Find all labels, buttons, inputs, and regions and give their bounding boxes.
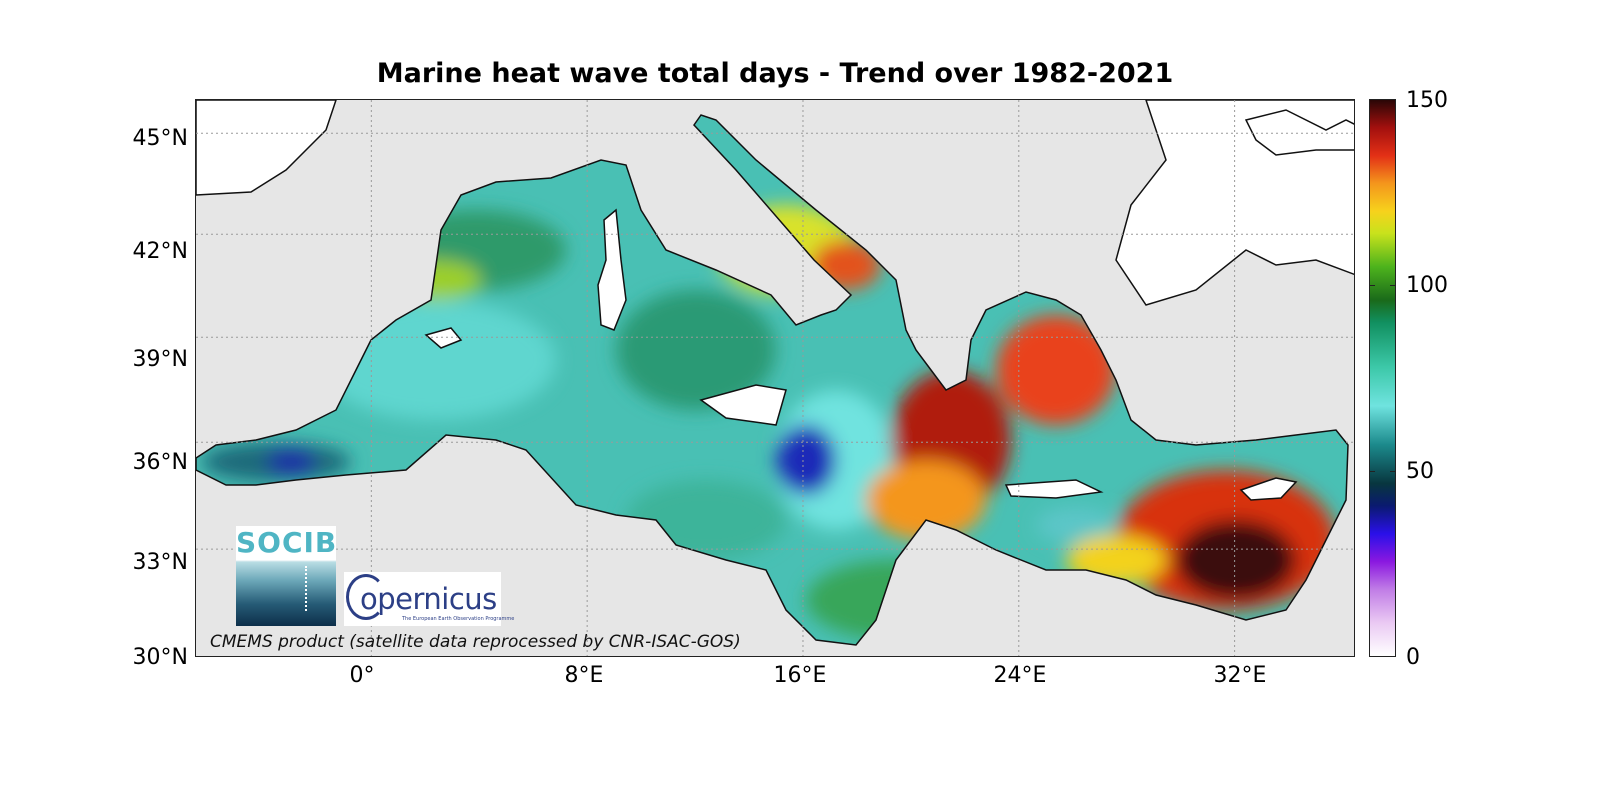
lon-tick-32e: 32°E [1213,663,1267,688]
map-panel [195,99,1355,657]
lon-tick-24e: 24°E [993,663,1047,688]
copernicus-logo-text: opernicus [360,582,497,616]
island-crete [1004,479,1104,499]
land-crimea [1244,109,1354,156]
sea-patch-ionian-core [776,425,836,495]
lat-tick-36: 36°N [132,450,188,475]
lat-tick-39: 39°N [132,347,188,372]
lat-tick-42: 42°N [132,239,188,264]
socib-logo-text: SOCIB [236,526,338,559]
socib-logo-dots [305,566,309,611]
colorbar-tick-150: 150 [1406,88,1448,113]
copernicus-logo-subtitle: The European Earth Observation Programme [402,616,515,622]
sea-patch-levantine-core [1176,520,1296,600]
lon-tick-16e: 16°E [773,663,827,688]
sea-patch-ionian-east-orange [866,460,986,540]
colorbar [1369,99,1396,657]
sea-patch-alboran-core [266,450,316,474]
sea-patch-crete-south [1036,507,1116,543]
island-corsica-sardinia [597,208,627,331]
lat-tick-33: 33°N [132,550,188,575]
map-title: Marine heat wave total days - Trend over… [376,58,1174,89]
sea-patch-balearic [316,300,556,420]
copernicus-logo: opernicus The European Earth Observation… [344,572,514,626]
island-mallorca [424,327,463,349]
socib-logo: SOCIB [236,526,336,626]
colorbar-tick-100: 100 [1406,273,1448,298]
land-iberia [196,100,337,196]
sea-patch-tyrrhenian [616,290,776,410]
credit-text: CMEMS product (satellite data reprocesse… [210,632,741,652]
lat-tick-45: 45°N [132,126,188,151]
sea-patch-libyan-green [806,560,986,640]
lon-tick-0: 0° [349,663,375,688]
lat-tick-30: 30°N [132,645,188,670]
graticule [196,100,1354,656]
colorbar-tick-50: 50 [1406,459,1434,484]
colorbar-tick-0: 0 [1406,645,1420,670]
island-sicily [699,384,787,426]
island-cyprus [1239,477,1298,501]
mediterranean-map [196,100,1354,656]
lon-tick-8e: 8°E [564,663,604,688]
sea-patch-adriatic-red [811,240,881,290]
sea-patch-aegean [996,315,1116,425]
copernicus-c-icon [346,574,386,620]
